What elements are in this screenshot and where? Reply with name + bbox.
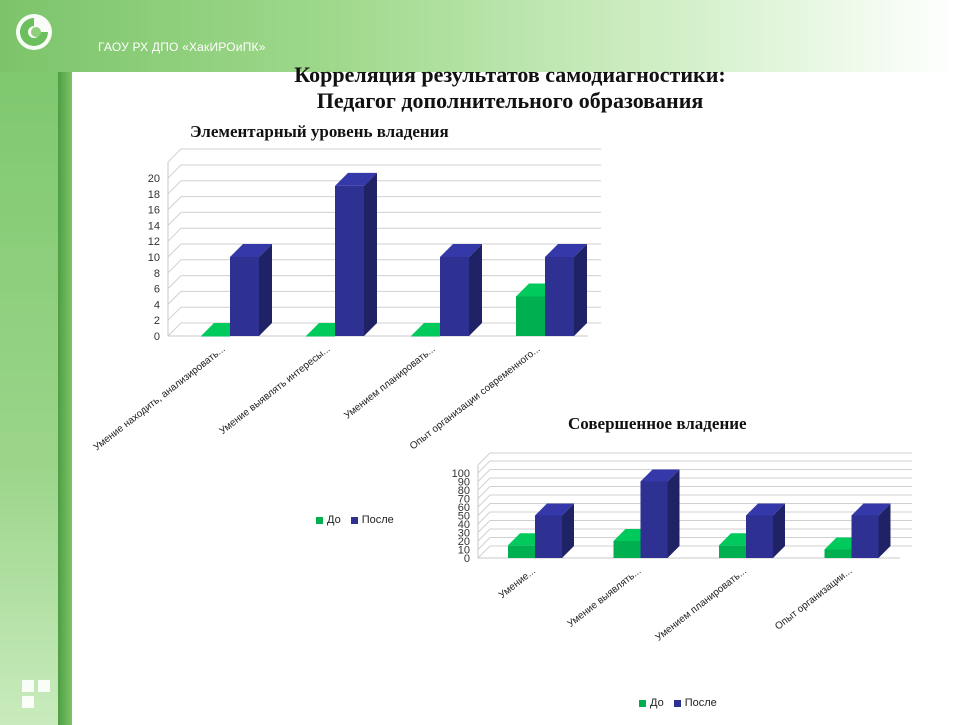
y-tick-label: 20	[148, 173, 160, 185]
legend-swatch-after	[673, 699, 681, 707]
y-tick-label: 16	[148, 205, 160, 217]
y-tick-label: 60	[458, 502, 470, 514]
x-category-label: Опыт организации...	[773, 566, 854, 633]
slide-title: Корреляция результатов самодиагностики: …	[160, 62, 860, 114]
y-tick-label: 14	[148, 220, 160, 232]
title-line-2: Педагог дополнительного образования	[316, 88, 704, 113]
x-category-label: Умением планировать...	[654, 566, 749, 644]
bar-after	[535, 503, 574, 558]
legend-label-after: После	[684, 697, 717, 709]
bar-after	[640, 469, 680, 558]
legend-label-before: До	[650, 697, 664, 709]
title-line-1: Корреляция результатов самодиагностики:	[294, 62, 726, 87]
x-category-label: Умение...	[497, 566, 538, 601]
y-tick-label: 40	[458, 519, 470, 531]
chart1-legend: До После	[316, 514, 394, 526]
y-tick-label: 0	[154, 331, 160, 343]
bar-after	[545, 244, 587, 336]
logo-icon	[16, 14, 52, 50]
chart2-title: Совершенное владение	[568, 414, 747, 433]
header-band	[0, 0, 955, 72]
legend-swatch-after	[350, 516, 358, 524]
x-category-label: Умение выявлять...	[566, 566, 644, 630]
legend-label-before: До	[327, 514, 341, 526]
bar-after	[851, 503, 891, 558]
bar-after	[440, 244, 482, 336]
y-tick-label: 0	[464, 553, 470, 565]
y-tick-label: 100	[452, 468, 470, 480]
legend-label-after: После	[361, 514, 394, 526]
chart2-legend: До После	[639, 697, 717, 709]
y-tick-label: 10	[148, 252, 160, 264]
y-tick-label: 6	[154, 284, 160, 296]
bar-after	[230, 244, 272, 336]
y-tick-label: 4	[154, 299, 160, 311]
y-tick-label: 30	[458, 528, 470, 540]
y-tick-label: 20	[458, 536, 470, 548]
y-tick-label: 50	[458, 511, 470, 523]
legend-swatch-before	[316, 516, 323, 524]
bar-after	[335, 172, 377, 336]
y-tick-label: 10	[458, 545, 470, 557]
chart1-title: Элементарный уровень владения	[190, 122, 449, 141]
y-tick-label: 70	[458, 494, 470, 506]
y-tick-label: 12	[148, 236, 160, 248]
y-tick-label: 18	[148, 189, 160, 201]
org-name: ГАОУ РХ ДПО «ХакИРОиПК»	[98, 40, 266, 54]
y-tick-label: 2	[154, 315, 160, 327]
legend-swatch-before	[639, 699, 646, 707]
bar-after	[746, 503, 785, 558]
left-stripe	[58, 72, 72, 725]
y-tick-label: 8	[154, 268, 160, 280]
y-tick-label: 90	[458, 477, 470, 489]
y-tick-label: 80	[458, 485, 470, 497]
